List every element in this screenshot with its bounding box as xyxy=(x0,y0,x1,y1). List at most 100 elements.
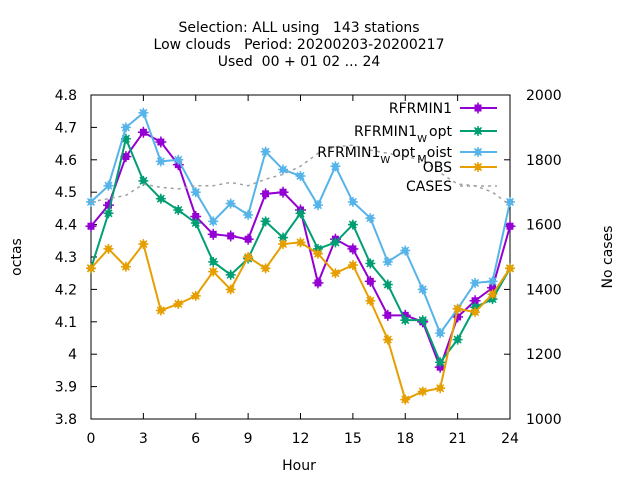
data-point xyxy=(435,383,446,394)
y-tick-label: 3.8 xyxy=(55,412,77,428)
data-point xyxy=(138,239,149,250)
x-axis-label: Hour xyxy=(282,458,316,474)
y2-axis-label: No cases xyxy=(600,226,616,289)
data-point xyxy=(173,154,184,165)
data-point xyxy=(243,252,254,262)
chart-title-line: Selection: ALL using 143 stations xyxy=(178,20,419,36)
y-axis-ticks: 3.8 3.9 4 4.1 4.2 4.3 4.4 4.5 4.6 4.7 4.8 xyxy=(55,88,97,428)
x-tick-label: 9 xyxy=(244,431,253,447)
data-point xyxy=(85,220,97,232)
data-point xyxy=(347,260,358,271)
data-point xyxy=(347,219,358,230)
data-point xyxy=(207,228,219,240)
y-tick-label: 3.9 xyxy=(55,380,77,396)
y-tick-label: 4.5 xyxy=(55,185,77,201)
data-point xyxy=(364,275,376,287)
y-tick-label: 4.4 xyxy=(55,218,77,234)
data-point xyxy=(330,268,341,279)
y2-tick-label: 1600 xyxy=(526,218,562,234)
legend-label: RFRMIN1W opt Moist xyxy=(317,145,452,166)
data-point xyxy=(86,263,96,274)
data-point xyxy=(330,161,341,172)
data-point xyxy=(473,147,483,157)
legend-label: OBS xyxy=(423,160,452,176)
y-tick-label: 4.8 xyxy=(55,88,77,104)
data-point xyxy=(225,284,236,295)
data-point xyxy=(347,196,358,207)
chart-title-line: Used 00 + 01 02 ... 24 xyxy=(218,54,381,70)
y-tick-label: 4.1 xyxy=(55,315,77,331)
data-point xyxy=(138,107,149,118)
data-point xyxy=(504,220,516,232)
data-point xyxy=(120,261,131,272)
series-3 xyxy=(86,237,515,405)
data-point xyxy=(155,156,166,167)
data-point xyxy=(472,102,484,114)
data-point xyxy=(487,276,498,287)
data-point xyxy=(400,394,411,405)
x-tick-label: 18 xyxy=(396,431,414,447)
data-point xyxy=(382,334,393,345)
data-point xyxy=(505,263,515,274)
legend-entry: RFRMIN1W opt xyxy=(354,124,497,145)
data-point xyxy=(137,126,149,138)
series-2 xyxy=(86,107,515,339)
y2-axis-ticks: 1000 1200 1400 1600 1800 2000 xyxy=(504,88,562,428)
data-point xyxy=(435,328,446,339)
data-point xyxy=(260,216,271,227)
x-tick-label: 24 xyxy=(501,431,519,447)
data-point xyxy=(347,243,359,255)
data-point xyxy=(225,230,237,242)
data-point xyxy=(295,171,306,181)
data-point xyxy=(417,315,428,326)
data-point xyxy=(208,216,219,227)
x-tick-label: 12 xyxy=(292,431,310,447)
data-point xyxy=(120,122,131,133)
data-point xyxy=(312,200,323,211)
legend-entry: OBS xyxy=(423,160,497,176)
x-tick-label: 21 xyxy=(449,431,467,447)
data-point xyxy=(470,277,481,288)
data-point xyxy=(382,309,394,321)
data-point xyxy=(312,248,323,259)
y2-tick-label: 1000 xyxy=(526,412,562,428)
data-point xyxy=(487,289,498,300)
data-point xyxy=(138,175,149,186)
y-axis-label: octas xyxy=(9,238,25,276)
data-point xyxy=(103,208,114,219)
data-point xyxy=(190,290,201,301)
data-point xyxy=(260,263,271,274)
y-tick-label: 4 xyxy=(68,347,77,363)
y-tick-label: 4.7 xyxy=(55,120,77,136)
chart-title-line: Low clouds Period: 20200203-20200217 xyxy=(154,37,445,53)
data-point xyxy=(473,126,483,136)
data-point xyxy=(330,237,341,248)
x-axis-ticks: 0 3 6 9 12 15 18 21 24 xyxy=(87,95,519,447)
x-tick-label: 15 xyxy=(344,431,362,447)
data-point xyxy=(435,357,446,368)
y2-tick-label: 2000 xyxy=(526,88,562,104)
legend-entry: RFRMIN1 xyxy=(389,101,497,117)
data-point xyxy=(473,162,483,172)
data-point xyxy=(452,334,463,345)
data-point xyxy=(470,307,481,318)
data-point xyxy=(225,269,236,280)
y-tick-label: 4.6 xyxy=(55,153,77,169)
data-point xyxy=(243,209,254,220)
data-point xyxy=(278,239,289,250)
data-point xyxy=(365,213,376,224)
x-tick-label: 0 xyxy=(87,431,96,447)
series-4 xyxy=(90,144,511,206)
data-point xyxy=(400,315,411,326)
data-point xyxy=(295,237,306,248)
data-point xyxy=(382,279,393,290)
data-point xyxy=(103,243,114,254)
series-line xyxy=(90,144,511,206)
legend-entry: CASES xyxy=(406,179,497,195)
y2-tick-label: 1800 xyxy=(526,153,562,169)
data-point xyxy=(190,217,201,228)
series-group xyxy=(85,107,516,405)
